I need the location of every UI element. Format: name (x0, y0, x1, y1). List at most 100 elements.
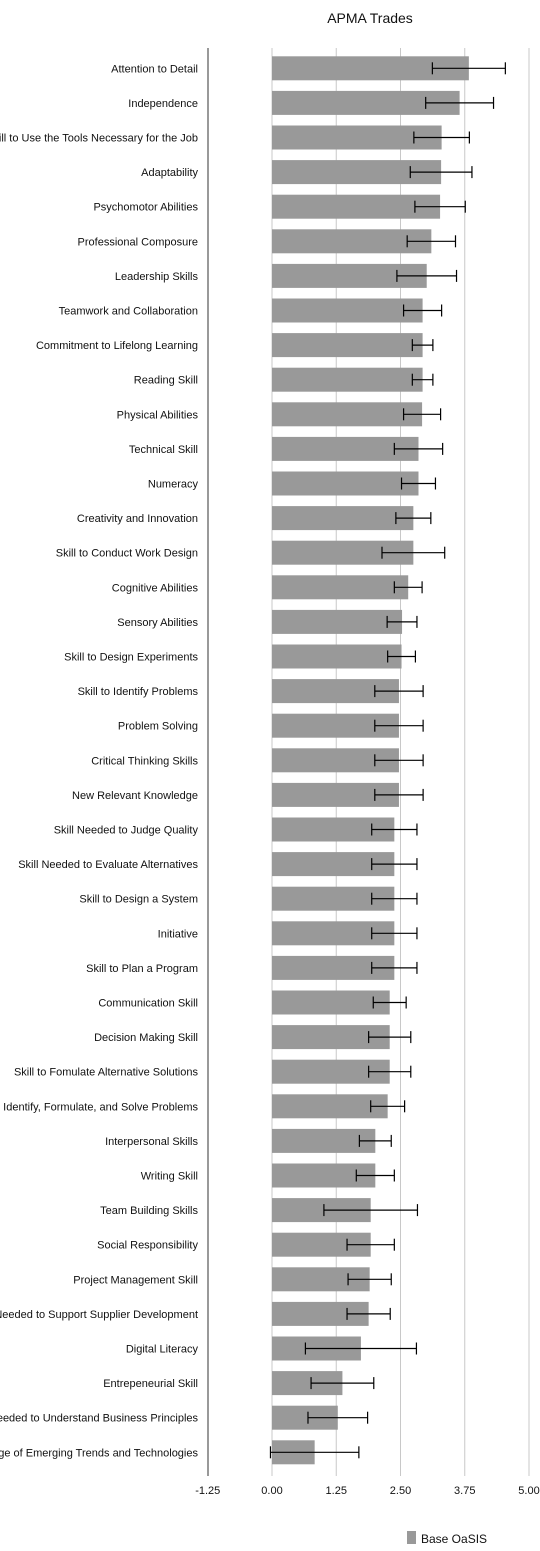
category-label: Social Responsibility (97, 1240, 198, 1252)
category-label: Skill Needed to Evaluate Alternatives (18, 859, 198, 871)
error-bar (370, 1100, 406, 1113)
category-label: Teamwork and Collaboration (59, 306, 198, 318)
x-tick-label: -1.25 (195, 1485, 220, 1497)
category-label: Commitment to Lifelong Learning (36, 340, 198, 352)
error-bar (368, 1065, 412, 1078)
bar (272, 609, 403, 634)
category-label: Interpersonal Skills (105, 1136, 198, 1148)
error-bar (387, 650, 417, 663)
category-label: Team Building Skills (100, 1205, 198, 1217)
error-bar (386, 615, 418, 628)
category-label: Digital Literacy (126, 1344, 199, 1356)
legend-label: Base OaSIS (421, 1532, 487, 1546)
error-bars (269, 62, 506, 1459)
error-bar (396, 269, 458, 282)
category-label: Skill Needed to Support Supplier Develop… (0, 1309, 198, 1321)
category-label: Knowledge of Emerging Trends and Technol… (0, 1447, 198, 1459)
error-bar (393, 581, 423, 594)
error-bar (414, 200, 466, 213)
error-bar (368, 1031, 412, 1044)
x-tick-label: 3.75 (454, 1485, 475, 1497)
error-bar (431, 62, 506, 75)
bar (272, 1128, 376, 1153)
category-label: Leadership Skills (115, 271, 199, 283)
x-tick-label: 2.50 (390, 1485, 411, 1497)
bar (272, 471, 419, 496)
bar (272, 990, 390, 1015)
category-label: Sensory Abilities (117, 617, 198, 629)
error-bar (310, 1377, 375, 1390)
error-bar (269, 1446, 360, 1459)
category-label: Professional Composure (78, 236, 198, 248)
category-label: New Relevant Knowledge (72, 790, 198, 802)
category-labels: Attention to Detail Independence Skill to … (0, 63, 198, 1459)
error-bar (346, 1238, 395, 1251)
error-bar (323, 1204, 419, 1217)
error-bar (409, 166, 473, 179)
category-label: Psychomotor Abilities (93, 202, 198, 214)
x-tick-labels: -1.25 0.00 1.25 2.50 3.75 5.00 (195, 1485, 540, 1497)
category-label: Physical Abilities (117, 409, 199, 421)
error-bar (371, 823, 418, 836)
category-label: Reading Skill (134, 375, 198, 387)
category-label: Attention to Detail (111, 63, 198, 75)
error-bar (374, 788, 424, 801)
error-bar (358, 1134, 392, 1147)
error-bar (411, 339, 434, 352)
category-label: Skill Needed to Judge Quality (54, 825, 199, 837)
category-label: Numeracy (148, 479, 199, 491)
error-bar (411, 373, 434, 386)
error-bar (371, 892, 418, 905)
error-bar (307, 1411, 369, 1424)
category-label: Communication Skill (98, 998, 198, 1010)
bar (272, 402, 423, 427)
bar (272, 1094, 388, 1119)
legend-swatch (407, 1531, 416, 1544)
category-label: Independence (128, 98, 198, 110)
category-label: Problem Solving (118, 721, 198, 733)
category-label: Cognitive Abilities (112, 582, 199, 594)
error-bar (381, 546, 446, 559)
category-label: Creativity and Innovation (77, 513, 198, 525)
error-bar (374, 685, 424, 698)
bar (272, 367, 423, 392)
category-label: Critical Thinking Skills (91, 755, 198, 767)
category-label: Skill Needed to Understand Business Prin… (0, 1413, 198, 1425)
category-label: Skill to Conduct Work Design (56, 548, 198, 560)
error-bar (372, 996, 407, 1009)
error-bar (393, 442, 444, 455)
error-bar (402, 304, 443, 317)
category-label: Skill to Fomulate Alternative Solutions (14, 1067, 199, 1079)
error-bar (374, 754, 424, 767)
x-tick-label: 1.25 (326, 1485, 347, 1497)
error-bar (374, 719, 424, 732)
error-bar (395, 512, 432, 525)
category-label: Skill to Design Experiments (64, 652, 198, 664)
error-bar (425, 96, 495, 109)
category-label: Skill to Design a System (79, 894, 198, 906)
category-label: Decision Making Skill (94, 1032, 198, 1044)
category-label: Skill to Identify, Formulate, and Solve … (0, 1101, 198, 1113)
x-tick-label: 0.00 (261, 1485, 282, 1497)
category-label: Technical Skill (129, 444, 198, 456)
category-label: Writing Skill (141, 1171, 198, 1183)
bar (272, 575, 409, 600)
error-bar (346, 1307, 391, 1320)
category-label: Skill to Use the Tools Necessary for the… (0, 133, 198, 145)
error-bar (304, 1342, 418, 1355)
bar (272, 298, 423, 323)
category-label: Entrepeneurial Skill (103, 1378, 198, 1390)
bar (272, 333, 423, 358)
error-bar (347, 1273, 392, 1286)
bar (272, 229, 432, 254)
bar (272, 644, 402, 669)
category-label: Skill to Identify Problems (78, 686, 199, 698)
category-label: Skill to Plan a Program (86, 963, 198, 975)
error-bar (371, 927, 418, 940)
error-bar (371, 858, 418, 871)
legend: Base OaSIS (407, 1531, 487, 1546)
bars (272, 56, 469, 1465)
chart-title: APMA Trades (327, 10, 413, 26)
error-bar (371, 961, 418, 974)
category-label: Project Management Skill (73, 1274, 198, 1286)
